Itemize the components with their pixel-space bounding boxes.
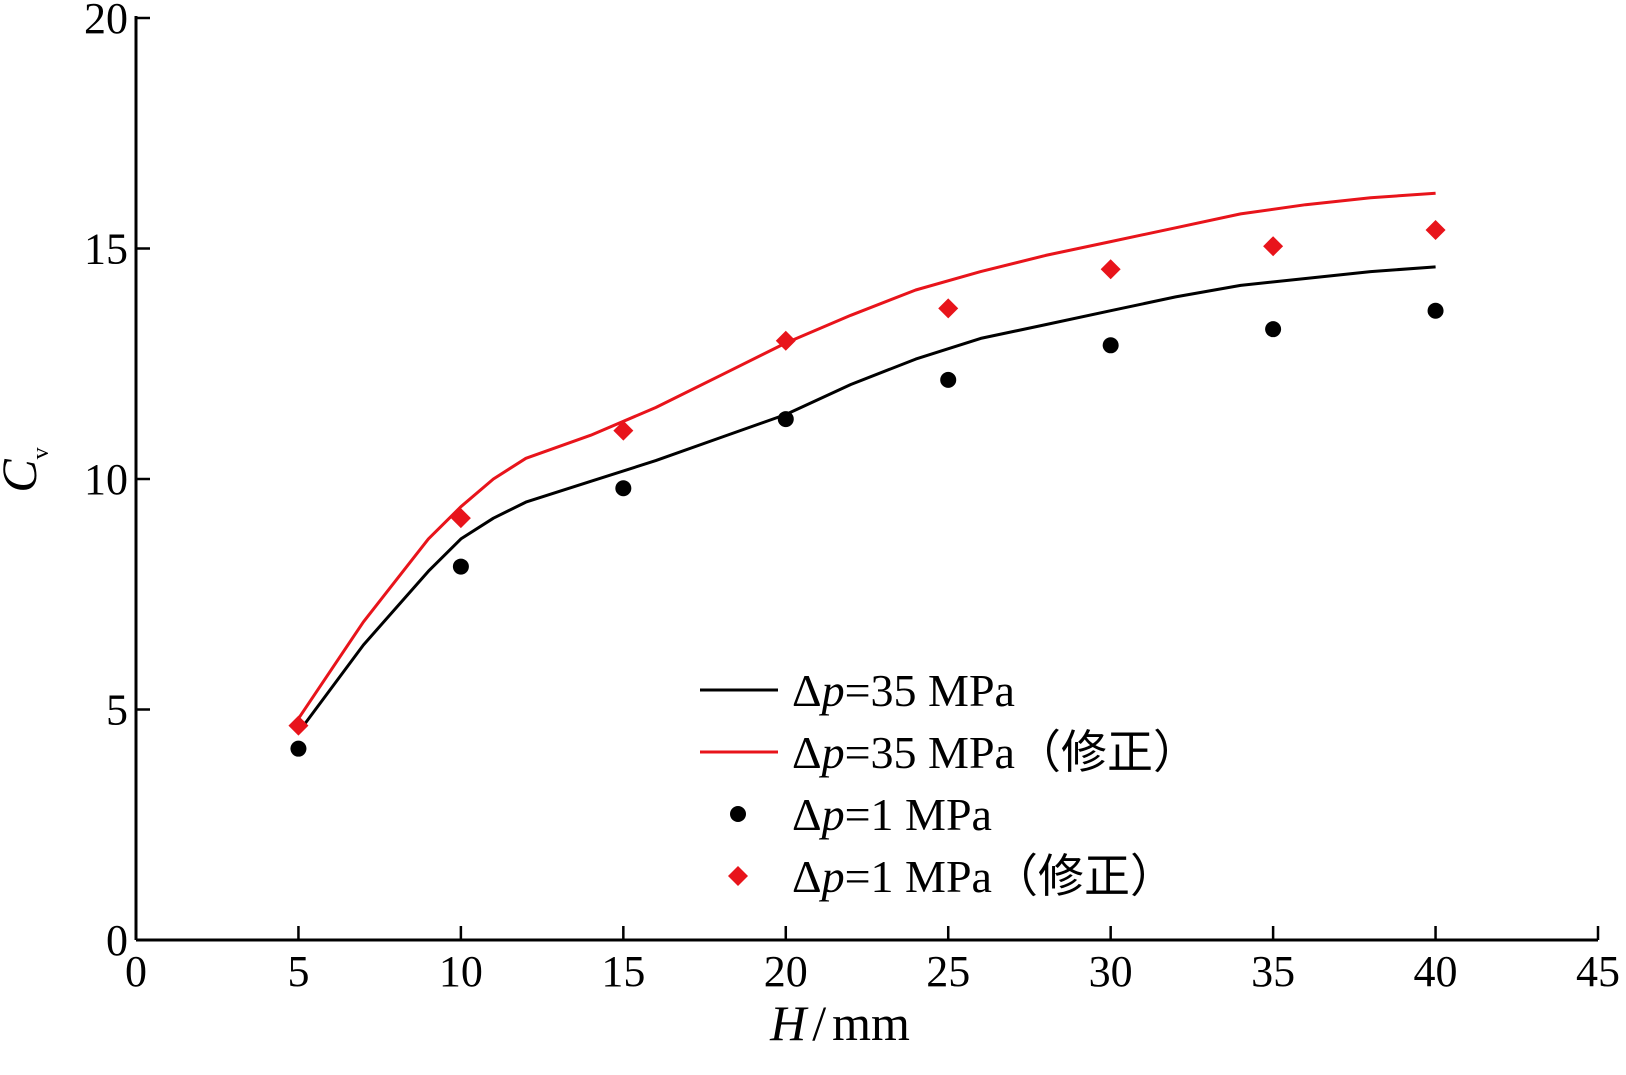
legend-rest: =35 MPa（修正） [845,727,1199,778]
y-axis-sub: v [28,447,54,459]
x-tick-label: 30 [1089,947,1133,996]
legend-label-3: Δp=1 MPa（修正） [792,851,1176,902]
y-tick-label: 20 [84,0,128,43]
series-point-3 [775,330,796,351]
series-point-3 [288,715,309,736]
series-point-2 [1265,321,1282,338]
series-point-2 [940,371,957,388]
legend-swatch-3 [728,866,748,886]
x-axis-sep: / [812,995,826,1051]
x-tick-label: 20 [764,947,808,996]
x-axis-title: H / mm [769,995,910,1051]
series-line-1 [297,191,1436,720]
series-point-3 [613,420,634,441]
y-axis-title: Cv [0,447,54,492]
legend-p: p [819,789,845,840]
x-tick-label: 5 [287,947,309,996]
x-tick-label: 35 [1251,947,1295,996]
legend-delta: Δ [792,727,822,778]
y-tick-label: 5 [106,686,128,735]
x-tick-label: 40 [1414,947,1458,996]
legend-p: p [819,727,845,778]
series-point-3 [1425,220,1446,241]
series-line-0 [297,265,1436,734]
y-tick-label: 0 [106,916,128,965]
x-tick-label: 0 [125,947,147,996]
series-layer [288,191,1446,757]
y-axis-var: C [0,459,47,493]
x-tick-label: 25 [926,947,970,996]
series-point-3 [450,508,471,529]
legend-delta: Δ [792,851,822,902]
y-tick-label: 10 [84,455,128,504]
x-axis-var: H [769,995,809,1051]
series-point-2 [615,480,632,497]
legend-rest: =1 MPa [845,789,992,840]
legend-label-0: Δp=35 MPa [792,665,1015,716]
x-axis-unit: mm [832,995,910,1051]
series-point-3 [1263,236,1284,257]
legend-swatch-2 [730,806,746,822]
legend-rest: =1 MPa（修正） [845,851,1176,902]
series-point-2 [1427,302,1444,319]
legend-p: p [819,851,845,902]
y-tick-label: 15 [84,225,128,274]
legend-rest: =35 MPa [845,665,1015,716]
legend-label-1: Δp=35 MPa（修正） [792,727,1199,778]
legend-p: p [819,665,845,716]
legend-label-2: Δp=1 MPa [792,789,992,840]
series-point-3 [1100,259,1121,280]
series-point-2 [290,740,307,757]
ticks: 0 5 10 15 20 25 30 35 40 45 0 5 10 15 20 [84,0,1620,996]
x-tick-label: 45 [1576,947,1620,996]
series-point-2 [777,411,794,428]
series-point-3 [938,298,959,319]
legend-delta: Δ [792,789,822,840]
series-point-2 [1102,337,1119,354]
legend-delta: Δ [792,665,822,716]
series-point-2 [452,558,469,575]
x-tick-label: 10 [439,947,483,996]
x-tick-label: 15 [601,947,645,996]
